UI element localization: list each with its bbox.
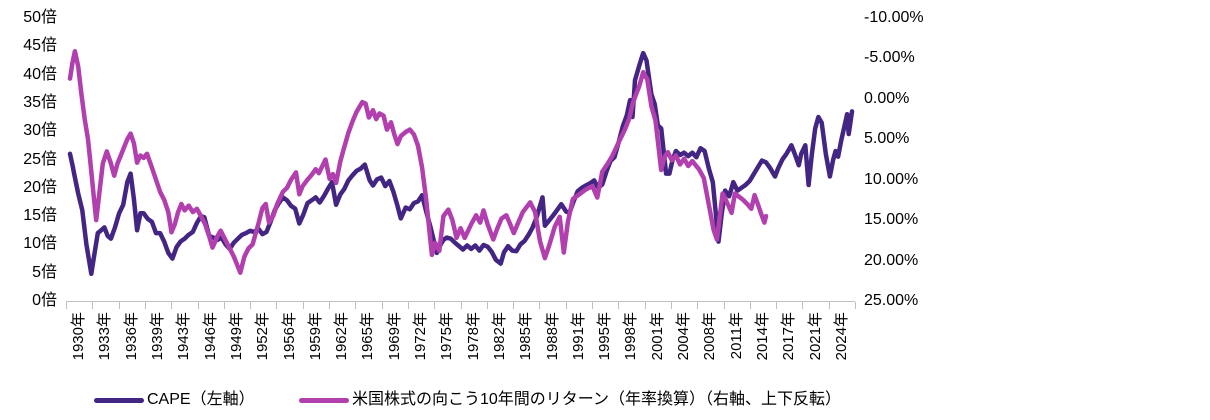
x-axis-tick-label: 1939年 [149, 312, 167, 361]
x-axis-tick [66, 302, 67, 309]
x-axis-tick [828, 302, 830, 309]
x-axis-tick [223, 302, 225, 309]
x-axis-tick-label: 1956年 [280, 312, 298, 361]
left-axis-tick-label: 0倍 [32, 292, 57, 309]
legend-swatch-cape [94, 398, 144, 403]
x-axis-tick [486, 302, 488, 309]
x-axis-tick-label: 1965年 [359, 312, 377, 361]
x-axis-tick-label: 1998年 [622, 312, 640, 361]
x-axis-tick [513, 302, 515, 309]
legend-label-cape: CAPE（左軸） [147, 391, 255, 408]
x-axis-tick [302, 302, 304, 309]
x-axis-tick-label: 1952年 [254, 312, 272, 361]
x-axis-tick [565, 302, 567, 309]
x-axis-tick-label: 2024年 [832, 312, 850, 361]
x-axis-tick-label: 1975年 [438, 312, 456, 361]
x-axis-tick [776, 302, 778, 309]
x-axis-tick-label: 1943年 [175, 312, 193, 361]
x-axis-tick [407, 302, 409, 309]
legend-swatch-return [299, 398, 349, 403]
left-axis-tick-label: 5倍 [32, 263, 57, 281]
right-axis-tick-label: -10.00% [864, 9, 924, 26]
x-axis-tick-label: 1946年 [201, 312, 219, 361]
x-axis-tick-label: 1933年 [96, 312, 114, 361]
x-axis-tick [381, 302, 383, 309]
x-axis-tick-label: 1991年 [569, 312, 587, 361]
x-axis-tick [670, 302, 672, 309]
x-axis-tick [118, 302, 120, 309]
x-axis-tick [460, 302, 462, 309]
left-axis-tick-label: 15倍 [23, 207, 57, 225]
x-axis-tick-label: 1962年 [333, 312, 351, 361]
x-axis-tick-label: 2004年 [675, 312, 693, 361]
x-axis-tick-label: 1982年 [490, 312, 508, 361]
x-axis-tick [592, 302, 593, 309]
x-axis-tick [802, 302, 804, 309]
right-axis-tick-label: 0.00% [864, 89, 910, 107]
x-axis-line [66, 301, 855, 302]
right-axis-tick-label: 20.00% [864, 251, 919, 269]
x-axis-tick [539, 302, 541, 309]
x-axis-tick-label: 2014年 [753, 312, 771, 361]
x-axis-tick [276, 302, 278, 309]
left-axis-tick-label: 40倍 [23, 65, 57, 83]
x-axis-tick-label: 2017年 [780, 312, 798, 361]
x-axis-tick [644, 302, 646, 309]
legend-label-return: 米国株式の向こう10年間のリターン（年率換算）（右軸、上下反転） [352, 391, 841, 408]
x-axis-tick-label: 1988年 [543, 312, 561, 361]
x-axis-tick-label: 2001年 [648, 312, 666, 361]
right-axis-tick-label: 25.00% [864, 292, 919, 309]
right-axis-tick-label: 15.00% [864, 211, 919, 229]
x-axis-tick [749, 302, 751, 309]
x-axis-tick-label: 1930年 [70, 312, 88, 361]
right-axis-tick-label: 5.00% [864, 130, 910, 148]
x-axis-tick [434, 302, 436, 309]
x-axis-tick-label: 1972年 [412, 312, 430, 361]
left-axis-tick-label: 50倍 [23, 9, 57, 26]
x-axis-tick-label: 1969年 [385, 312, 403, 361]
right-axis-tick-label: 10.00% [864, 170, 919, 188]
x-axis-tick [329, 302, 330, 309]
left-axis-tick-label: 35倍 [23, 93, 57, 111]
x-axis-tick-label: 1985年 [517, 312, 535, 361]
x-axis-tick-label: 1959年 [306, 312, 324, 361]
left-axis-tick-label: 20倍 [23, 178, 57, 196]
x-axis-tick [855, 302, 856, 309]
left-axis-tick-label: 45倍 [23, 37, 57, 55]
x-axis-tick-label: 2008年 [701, 312, 719, 361]
right-axis-tick-label: -5.00% [864, 49, 915, 67]
left-axis-tick-label: 25倍 [23, 150, 57, 168]
cape-line-series [67, 50, 855, 277]
left-axis-tick-label: 30倍 [23, 122, 57, 140]
x-axis-tick [92, 302, 94, 309]
x-axis-tick [144, 302, 146, 309]
x-axis-tick-label: 1949年 [227, 312, 245, 361]
left-axis-tick-label: 10倍 [23, 235, 57, 253]
x-axis-tick [618, 302, 620, 309]
x-axis-tick-label: 2021年 [806, 312, 824, 361]
x-axis-tick [355, 302, 357, 309]
x-axis-tick-label: 1978年 [464, 312, 482, 361]
forward-return-line-series [67, 48, 769, 275]
x-axis-tick-label: 1995年 [596, 312, 614, 361]
x-axis-tick [697, 302, 699, 309]
x-axis-tick [723, 302, 725, 309]
x-axis-tick [197, 302, 199, 309]
x-axis-tick [250, 302, 252, 309]
x-axis-tick-label: 2011年 [727, 312, 745, 360]
x-axis-tick-label: 1936年 [122, 312, 140, 361]
x-axis-tick [171, 302, 173, 309]
